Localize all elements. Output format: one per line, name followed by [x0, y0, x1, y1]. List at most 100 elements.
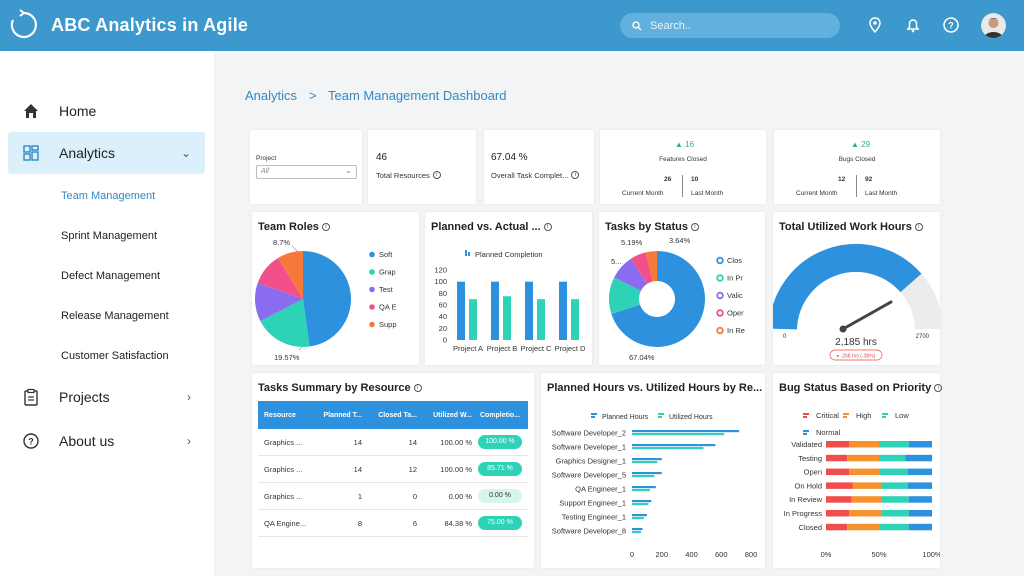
bar[interactable]: [632, 517, 644, 520]
search-box[interactable]: [620, 13, 840, 38]
legend-marker: [716, 326, 724, 335]
sidebar-subitem-customer-satisfaction[interactable]: Customer Satisfaction: [61, 350, 169, 362]
bar[interactable]: [632, 444, 716, 447]
info-icon[interactable]: i: [413, 384, 422, 392]
column-header[interactable]: Planned T...: [323, 411, 362, 419]
stacked-bar-segment[interactable]: [879, 523, 909, 531]
table-row[interactable]: Graphics ... 14 12 100.00 % 85.71 %: [258, 456, 528, 483]
bar[interactable]: [632, 528, 643, 531]
team-roles-label-1: 8.7%: [273, 238, 290, 247]
stacked-bar-segment[interactable]: [879, 441, 909, 448]
bell-icon[interactable]: [904, 16, 922, 34]
bar[interactable]: [632, 531, 641, 534]
bar[interactable]: [525, 281, 533, 340]
bar[interactable]: [632, 447, 704, 450]
stacked-bar-segment[interactable]: [849, 441, 879, 448]
stacked-bar-segment[interactable]: [881, 510, 909, 517]
bar[interactable]: [632, 472, 662, 475]
bar[interactable]: [632, 503, 649, 506]
sidebar-item-about[interactable]: ? About us ›: [8, 420, 205, 462]
status-slice[interactable]: [630, 252, 653, 284]
bar[interactable]: [632, 461, 658, 464]
column-header[interactable]: Completio...: [479, 411, 521, 419]
bar[interactable]: [632, 475, 655, 478]
bar[interactable]: [632, 500, 652, 503]
stacked-bar-segment[interactable]: [907, 468, 932, 476]
stacked-bar-segment[interactable]: [849, 510, 882, 517]
column-header[interactable]: Closed Ta...: [378, 411, 417, 419]
stacked-bar-segment[interactable]: [852, 482, 882, 489]
completion-pill: 85.71 %: [478, 462, 522, 476]
stacked-bar-segment[interactable]: [826, 523, 848, 531]
table-row[interactable]: Graphics ... 14 14 100.00 % 100.00 %: [258, 429, 528, 456]
stacked-bar-segment[interactable]: [849, 468, 879, 476]
status-slice[interactable]: [645, 251, 657, 282]
stacked-bar-segment[interactable]: [826, 482, 853, 489]
bar[interactable]: [632, 514, 647, 517]
stacked-bar-segment[interactable]: [907, 482, 932, 489]
info-icon[interactable]: i: [432, 171, 441, 179]
status-slice[interactable]: [609, 277, 641, 315]
team-roles-slice[interactable]: [303, 251, 351, 347]
bar[interactable]: [469, 299, 477, 340]
stacked-bar-segment[interactable]: [881, 496, 909, 503]
stacked-bar-segment[interactable]: [881, 482, 908, 489]
stacked-bar-segment[interactable]: [879, 454, 906, 462]
bar[interactable]: [632, 486, 656, 489]
bar[interactable]: [632, 489, 650, 492]
sidebar-item-home[interactable]: Home: [8, 90, 205, 132]
status-slice[interactable]: [611, 251, 705, 347]
bar[interactable]: [632, 430, 740, 433]
stacked-bar-segment[interactable]: [879, 468, 908, 476]
status-slice[interactable]: [614, 258, 648, 291]
stacked-bar-segment[interactable]: [908, 523, 932, 531]
tasks-by-status-title-row: Tasks by Status i: [605, 221, 699, 233]
column-header[interactable]: Utilized W...: [433, 411, 472, 419]
sidebar-subitem-release-management[interactable]: Release Management: [61, 310, 169, 322]
sidebar-subitem-team-management[interactable]: Team Management: [61, 190, 156, 202]
bar[interactable]: [632, 458, 662, 461]
stacked-bar-segment[interactable]: [826, 441, 850, 448]
table-row[interactable]: QA Engine... 8 6 84.38 % 75.00 %: [258, 510, 528, 537]
stacked-bar-segment[interactable]: [826, 454, 848, 462]
info-icon[interactable]: i: [934, 384, 943, 392]
team-roles-slice[interactable]: [260, 299, 310, 347]
bar[interactable]: [571, 299, 579, 340]
team-roles-slice[interactable]: [278, 251, 303, 299]
stacked-bar-segment[interactable]: [847, 523, 879, 531]
team-roles-slice[interactable]: [255, 282, 303, 322]
info-icon[interactable]: i: [571, 171, 580, 179]
location-icon[interactable]: [866, 16, 884, 34]
column-header[interactable]: Resource: [264, 411, 296, 419]
bar[interactable]: [559, 281, 567, 340]
user-avatar[interactable]: [981, 13, 1006, 38]
stacked-bar-segment[interactable]: [905, 454, 933, 462]
info-icon[interactable]: i: [321, 223, 330, 231]
stacked-bar-segment[interactable]: [908, 496, 932, 503]
info-icon[interactable]: i: [690, 223, 699, 231]
stacked-bar-segment[interactable]: [908, 441, 932, 448]
table-row[interactable]: Graphics ... 1 0 0.00 % 0.00 %: [258, 483, 528, 510]
info-icon[interactable]: i: [914, 223, 923, 231]
bar[interactable]: [632, 433, 725, 436]
breadcrumb-root[interactable]: Analytics: [245, 88, 298, 103]
stacked-bar-segment[interactable]: [826, 496, 852, 503]
sidebar-subitem-defect-management[interactable]: Defect Management: [61, 270, 161, 282]
search-input[interactable]: [650, 19, 820, 32]
sidebar-subitem-sprint-management[interactable]: Sprint Management: [61, 230, 157, 242]
sidebar-item-analytics[interactable]: Analytics ⌄: [8, 132, 205, 174]
stacked-bar-segment[interactable]: [851, 496, 882, 503]
project-dropdown[interactable]: All ⌄: [256, 165, 357, 179]
stacked-bar-segment[interactable]: [908, 510, 932, 517]
bar[interactable]: [503, 296, 511, 340]
sidebar-item-projects[interactable]: Projects ›: [8, 376, 205, 418]
team-roles-slice[interactable]: [257, 257, 303, 299]
stacked-bar-segment[interactable]: [826, 468, 850, 476]
bar[interactable]: [457, 281, 465, 340]
stacked-bar-segment[interactable]: [847, 454, 879, 462]
help-circle-icon[interactable]: ?: [942, 16, 960, 34]
stacked-bar-segment[interactable]: [826, 510, 850, 517]
info-icon[interactable]: i: [543, 223, 552, 231]
bar[interactable]: [491, 281, 499, 340]
bar[interactable]: [537, 299, 545, 340]
